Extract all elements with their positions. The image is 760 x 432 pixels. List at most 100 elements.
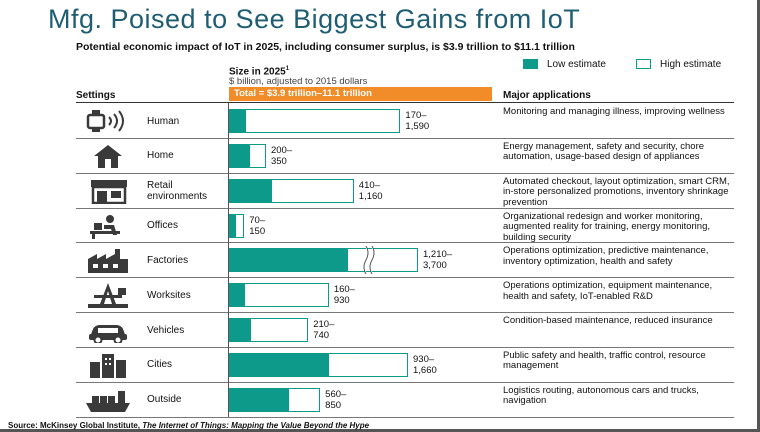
chart-row: Retail environments 410– 1,160 Automated ch…: [76, 174, 734, 208]
axis-break-mark: [363, 246, 375, 279]
settings-header: Settings: [76, 90, 116, 101]
chart-row: Offices 70– 150 Organizational redesign and…: [76, 209, 734, 243]
slide-title: Mfg. Poised to See Biggest Gains from Io…: [48, 4, 581, 34]
house-icon: [82, 143, 134, 169]
chart-row: Cities 930– 1,660 Public safety and health,…: [76, 348, 734, 382]
setting-label: Vehicles: [147, 324, 185, 336]
bar-low-estimate: [228, 283, 246, 308]
legend-high: High estimate: [636, 58, 721, 70]
bar-low-estimate: [228, 213, 236, 238]
value-label-high: 930: [333, 295, 350, 307]
value-label: 560– 850: [325, 389, 346, 411]
setting-label: Cities: [147, 359, 173, 371]
value-label: 200– 350: [271, 145, 292, 167]
wearable-icon: [82, 108, 134, 134]
application-text: Operations optimization, equipment maint…: [503, 280, 713, 302]
value-label-low: 1,210–: [423, 249, 453, 261]
buildings-icon: [82, 352, 134, 378]
setting-label: Home: [147, 150, 174, 162]
total-bar: Total = $3.9 trillion–11.1 trillion: [229, 87, 492, 101]
legend-low-swatch: [523, 59, 538, 69]
row-divider: [76, 381, 734, 383]
legend-low-label: Low estimate: [547, 58, 606, 70]
value-label-low: 930–: [413, 353, 435, 365]
chart-row: Outside 560– 850 Logistics routing, autonom…: [76, 383, 734, 417]
applications-header: Major applications: [503, 90, 591, 101]
row-divider: [76, 242, 734, 244]
value-label: 170– 1,590: [405, 110, 429, 132]
size-subtitle: $ billion, adjusted to 2015 dollars: [229, 76, 368, 87]
value-label-high: 1,590: [405, 121, 430, 132]
row-divider: [76, 346, 734, 348]
chart-row: Home 200– 350 Energy management, safety and…: [76, 139, 734, 173]
row-divider: [76, 137, 734, 139]
value-label: 70– 150: [249, 215, 265, 237]
application-text: Automated checkout, layout optimization,…: [503, 175, 730, 208]
application-text: Energy management, safety and security, …: [503, 140, 705, 163]
legend-high-label: High estimate: [660, 58, 722, 70]
office-worker-icon: [82, 213, 134, 239]
application-text: Operations optimization, predictive main…: [503, 245, 709, 267]
setting-label: Retail environments: [147, 179, 208, 202]
bar-low-estimate: [228, 109, 247, 133]
row-divider: [76, 416, 734, 418]
shop-icon: [82, 178, 134, 204]
row-divider: [76, 312, 734, 314]
value-label-low: 410–: [358, 179, 380, 191]
application-text: Logistics routing, autonomous cars and t…: [503, 384, 699, 407]
application-text: Organizational redesign and worker monit…: [503, 210, 711, 243]
factory-icon: [82, 247, 134, 274]
value-label: 1,210– 3,700: [423, 249, 452, 271]
application-text: Public safety and health, traffic contro…: [503, 349, 706, 372]
chart-row: Factories 1,210– 3,700 Operations optimizat…: [76, 243, 734, 277]
value-label-low: 170–: [405, 110, 427, 121]
setting-label: Worksites: [147, 289, 191, 301]
legend-low: Low estimate: [523, 58, 606, 70]
bar-low-estimate: [228, 318, 251, 343]
bar-low-estimate: [228, 178, 273, 203]
value-label: 160– 930: [334, 284, 355, 306]
value-label-high: 1,160: [358, 190, 383, 202]
source-note: Source: McKinsey Global Institute, The I…: [8, 421, 370, 430]
chart-row: Worksites 160– 930 Operations optimization,…: [76, 278, 734, 312]
bar-low-estimate: [228, 143, 250, 168]
header-rule: [76, 102, 734, 103]
application-text: Condition-based maintenance, reduced ins…: [503, 315, 713, 327]
value-label-low: 210–: [313, 319, 335, 331]
value-label-low: 70–: [249, 214, 266, 226]
legend-high-swatch: [636, 59, 651, 69]
cargo-ship-icon: [82, 387, 134, 413]
row-divider: [76, 172, 734, 174]
application-text: Monitoring and managing illness, improvi…: [503, 106, 725, 117]
value-label-high: 3,700: [423, 260, 447, 272]
chart-axis: [228, 103, 229, 417]
value-label-low: 160–: [333, 284, 355, 296]
value-label-high: 1,660: [413, 364, 437, 376]
value-label-low: 200–: [270, 144, 293, 156]
value-label-low: 560–: [325, 388, 347, 400]
bar-high-estimate: [228, 109, 401, 133]
bar-low-estimate: [228, 248, 348, 273]
setting-label: Offices: [147, 220, 178, 232]
bar-low-estimate: [228, 387, 289, 412]
setting-label: Outside: [147, 394, 182, 406]
row-divider: [76, 277, 734, 279]
value-label-high: 850: [325, 399, 342, 411]
row-divider: [76, 207, 734, 209]
value-label: 210– 740: [313, 319, 334, 341]
oil-rig-icon: [82, 282, 134, 309]
value-label-high: 740: [313, 330, 330, 342]
size-title: Size in 20251: [229, 66, 290, 78]
car-icon: [82, 317, 134, 345]
setting-label: Human: [147, 115, 180, 127]
chart-row: Human 170– 1,590 Monitoring and managing il…: [76, 104, 734, 138]
chart-subtitle: Potential economic impact of IoT in 2025…: [76, 41, 575, 53]
value-label-high: 350: [270, 155, 287, 167]
chart-row: Vehicles 210– 740 Condition-based maintenan…: [76, 313, 734, 347]
value-label: 410– 1,160: [359, 180, 383, 202]
value-label: 930– 1,660: [413, 354, 437, 376]
value-label-high: 150: [249, 225, 266, 237]
setting-label: Factories: [147, 254, 189, 266]
bar-low-estimate: [228, 352, 329, 377]
